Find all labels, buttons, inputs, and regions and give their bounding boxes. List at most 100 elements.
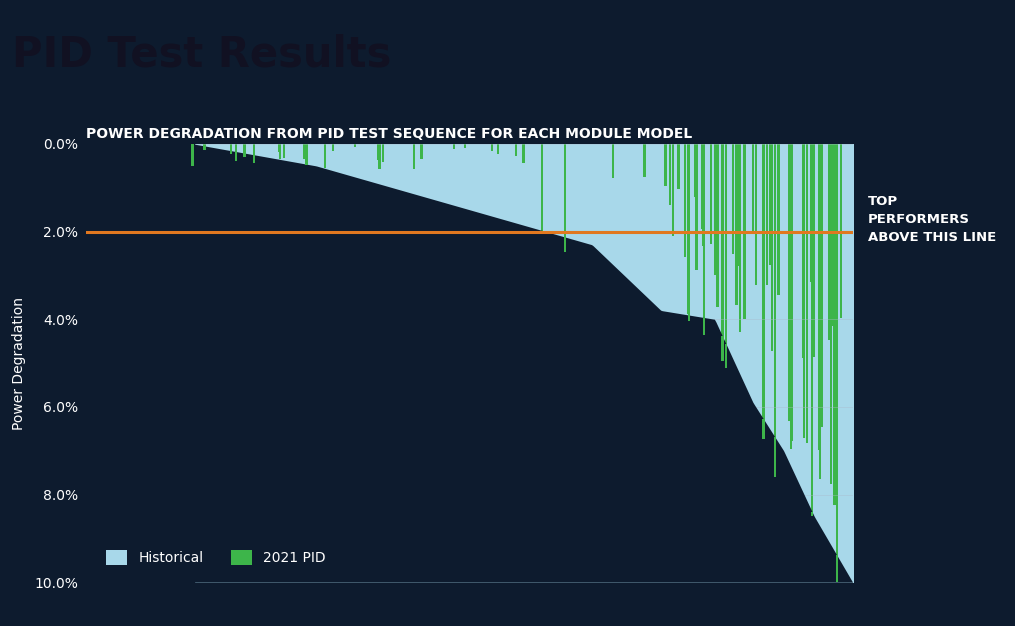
Bar	[522, 144, 525, 163]
Bar	[839, 144, 841, 318]
Bar	[253, 155, 256, 163]
Bar	[725, 344, 727, 367]
Bar	[819, 144, 821, 479]
Bar	[541, 144, 543, 233]
Bar	[453, 144, 455, 148]
Bar	[234, 151, 238, 161]
Bar	[752, 144, 754, 233]
Bar	[695, 144, 697, 270]
Bar	[732, 144, 734, 254]
Bar	[702, 144, 704, 246]
Bar	[773, 437, 776, 478]
Bar	[806, 144, 808, 443]
Text: POWER DEGRADATION FROM PID TEST SEQUENCE FOR EACH MODULE MODEL: POWER DEGRADATION FROM PID TEST SEQUENCE…	[86, 127, 692, 141]
Y-axis label: Power Degradation: Power Degradation	[12, 297, 25, 429]
Bar	[833, 144, 835, 505]
Bar	[836, 144, 838, 582]
Bar	[820, 144, 822, 427]
Bar	[791, 144, 793, 441]
Bar	[696, 144, 698, 257]
Bar	[715, 144, 717, 275]
Bar	[244, 144, 246, 156]
Bar	[306, 144, 308, 165]
Bar	[755, 144, 757, 285]
Bar	[768, 144, 771, 265]
Bar	[803, 144, 806, 438]
Bar	[203, 144, 206, 150]
Bar	[813, 144, 815, 357]
Bar	[832, 144, 834, 326]
Bar	[420, 144, 422, 158]
Text: PID Test Results: PID Test Results	[12, 34, 392, 76]
Bar	[306, 164, 308, 165]
Bar	[735, 144, 738, 305]
Bar	[282, 144, 285, 158]
Bar	[811, 144, 813, 516]
Bar	[819, 144, 821, 264]
Bar	[464, 144, 466, 148]
Bar	[564, 144, 566, 252]
Bar	[253, 144, 256, 163]
Bar	[332, 144, 334, 151]
Bar	[777, 144, 780, 295]
Bar	[722, 144, 724, 261]
Bar	[773, 144, 776, 478]
Bar	[677, 144, 680, 189]
Bar	[324, 144, 326, 168]
Bar	[382, 144, 384, 162]
Bar	[737, 144, 739, 266]
Bar	[688, 315, 690, 321]
Bar	[541, 230, 543, 233]
Bar	[278, 144, 281, 152]
Bar	[836, 555, 838, 582]
Bar	[710, 144, 713, 244]
Bar	[806, 144, 808, 414]
Bar	[813, 144, 815, 314]
Bar	[684, 144, 686, 257]
Legend: Historical, 2021 PID: Historical, 2021 PID	[100, 545, 332, 571]
Bar	[736, 144, 738, 269]
Bar	[722, 336, 724, 361]
Bar	[743, 144, 746, 319]
Bar	[790, 144, 793, 306]
Bar	[818, 144, 821, 450]
Text: TOP
PERFORMERS
ABOVE THIS LINE: TOP PERFORMERS ABOVE THIS LINE	[868, 195, 996, 244]
Bar	[244, 144, 246, 149]
Bar	[192, 144, 194, 166]
Bar	[192, 144, 194, 166]
Bar	[644, 144, 646, 177]
Bar	[413, 144, 415, 170]
Bar	[302, 144, 304, 160]
Bar	[234, 144, 238, 161]
Bar	[811, 512, 813, 516]
Bar	[717, 144, 719, 307]
Bar	[379, 144, 381, 169]
Bar	[693, 144, 696, 197]
Bar	[687, 144, 689, 314]
Bar	[703, 144, 705, 335]
Bar	[497, 144, 499, 153]
Bar	[788, 144, 791, 421]
Bar	[669, 144, 671, 205]
Bar	[739, 144, 741, 332]
Bar	[229, 151, 232, 154]
Bar	[701, 144, 703, 228]
Bar	[688, 144, 690, 321]
Bar	[810, 144, 813, 282]
Bar	[834, 144, 836, 401]
Bar	[378, 144, 380, 160]
Bar	[244, 153, 246, 156]
Bar	[279, 144, 281, 159]
Bar	[515, 144, 517, 156]
Bar	[672, 144, 675, 235]
Bar	[229, 144, 232, 154]
Bar	[612, 144, 614, 178]
Bar	[665, 144, 667, 186]
Bar	[725, 144, 727, 367]
Bar	[802, 144, 804, 357]
Bar	[738, 144, 740, 220]
Bar	[813, 144, 815, 269]
Bar	[234, 144, 238, 147]
Bar	[722, 144, 724, 361]
Bar	[762, 144, 764, 439]
